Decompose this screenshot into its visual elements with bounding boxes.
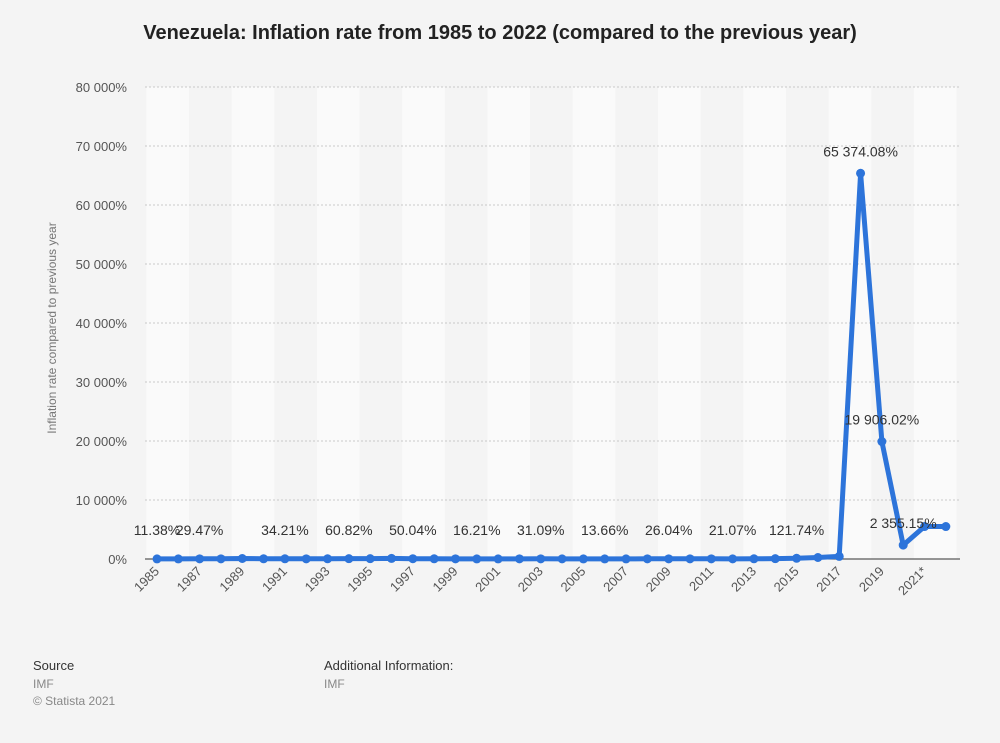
x-tick-label: 1991 [259,564,290,595]
x-tick-label: 2011 [686,564,716,594]
data-point[interactable] [472,554,482,564]
data-label: 16.21% [453,522,500,538]
data-point[interactable] [408,554,418,564]
data-point[interactable] [600,554,610,564]
data-label: 2 355.15% [870,515,937,531]
y-tick-label: 0% [108,552,127,567]
y-tick-label: 60 000% [76,198,128,213]
data-label: 29.47% [176,522,223,538]
x-tick-label: 2007 [600,564,631,595]
data-point[interactable] [514,554,524,564]
data-point[interactable] [216,554,226,564]
data-label: 11.38% [134,522,180,538]
data-point[interactable] [685,554,695,564]
data-point[interactable] [578,554,588,564]
data-point[interactable] [195,554,205,564]
data-point[interactable] [813,552,823,562]
x-tick-label: 2003 [515,564,546,595]
data-point[interactable] [770,554,780,564]
data-points [152,168,951,564]
data-point[interactable] [792,553,802,563]
data-point[interactable] [152,554,162,564]
x-tick-label: 1989 [216,564,247,595]
y-axis-ticks: 0% 10 000% 20 000% 30 000% 40 000% 50 000% 60 … [76,80,128,567]
y-tick-label: 80 000% [76,80,128,95]
x-tick-label: 1993 [302,564,333,595]
data-point[interactable] [856,168,866,178]
x-tick-label: 2009 [643,564,674,595]
data-label: 13.66% [581,522,628,538]
x-tick-label: 2015 [771,564,802,595]
x-tick-label: 1997 [387,564,418,595]
data-point[interactable] [280,554,290,564]
data-point[interactable] [237,554,247,564]
data-point[interactable] [728,554,738,564]
data-point[interactable] [323,554,333,564]
data-point[interactable] [493,554,503,564]
data-label: 60.82% [325,522,372,538]
x-tick-label: 1985 [131,564,162,595]
x-tick-label: 1999 [430,564,461,595]
data-label: 121.74% [769,522,824,538]
additional-info-value: IMF [324,677,345,691]
data-point[interactable] [706,554,716,564]
data-point[interactable] [898,540,908,550]
x-tick-label: 2001 [472,564,503,595]
data-point[interactable] [557,554,567,564]
y-tick-label: 50 000% [76,257,128,272]
x-axis-ticks: 1985 1987 1989 1991 1993 1995 1997 1999 2001 2003… [131,564,930,599]
data-labels: 11.38%29.47% 34.21% 60.82% 50.04% 16.21% 31.0… [134,143,937,538]
data-label: 34.21% [261,522,308,538]
x-tick-label: 2013 [728,564,759,595]
x-tick-label: 1995 [344,564,375,595]
x-tick-label: 2017 [813,564,844,595]
data-label: 65 374.08% [823,143,898,159]
source-block: Source IMF © Statista 2021 [33,658,115,710]
additional-info-block: Additional Information: IMF [324,658,453,693]
data-point[interactable] [365,554,375,564]
data-point[interactable] [621,554,631,564]
chart-title: Venezuela: Inflation rate from 1985 to 2… [143,22,857,44]
data-point[interactable] [173,554,183,564]
y-axis-label: Inflation rate compared to previous year [45,222,59,433]
x-tick-label: 2021* [895,564,930,599]
data-point[interactable] [941,522,951,532]
data-label: 50.04% [389,522,436,538]
data-point[interactable] [920,522,930,532]
series-line [154,170,949,562]
y-tick-label: 10 000% [76,493,128,508]
data-point[interactable] [387,553,397,563]
data-point[interactable] [301,554,311,564]
x-tick-label: 1987 [174,564,205,595]
x-tick-label: 2005 [557,564,588,595]
data-point[interactable] [344,554,354,564]
data-point[interactable] [834,551,844,561]
y-tick-label: 30 000% [76,375,128,390]
additional-info-heading: Additional Information: [324,658,454,673]
data-point[interactable] [749,554,759,564]
data-point[interactable] [429,554,439,564]
data-point[interactable] [259,554,269,564]
x-tick-label: 2019 [856,564,887,595]
data-point[interactable] [536,554,546,564]
y-tick-label: 20 000% [76,434,128,449]
data-label: 31.09% [517,522,564,538]
data-label: 19 906.02% [845,412,920,428]
y-tick-label: 70 000% [76,139,128,154]
data-label: 21.07% [709,522,756,538]
data-label: 26.04% [645,522,692,538]
data-point[interactable] [877,437,887,447]
copyright: © Statista 2021 [33,694,116,708]
data-point[interactable] [664,554,674,564]
source-value: IMF [33,677,54,691]
data-point[interactable] [642,554,652,564]
y-tick-label: 40 000% [76,316,128,331]
data-point[interactable] [450,554,460,564]
source-heading: Source [33,658,75,673]
